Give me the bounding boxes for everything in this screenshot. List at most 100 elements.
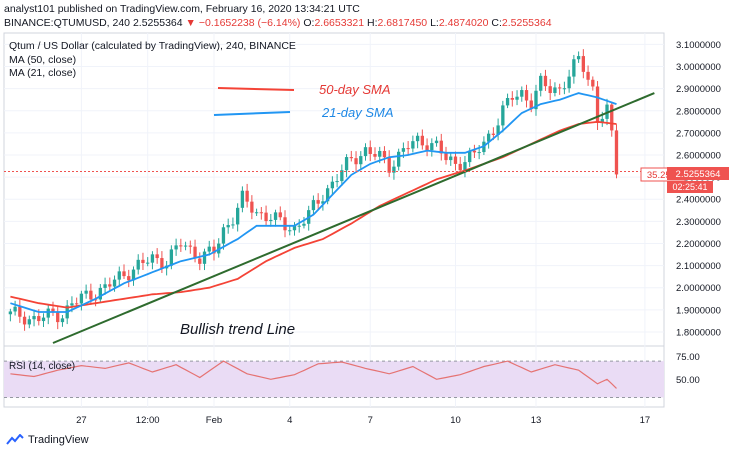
sma21-line — [10, 92, 617, 313]
time-tick-label: 13 — [531, 415, 542, 426]
price-change: −0.1652238 (−6.14%) — [198, 17, 301, 29]
time-tick-label: 7 — [368, 415, 373, 426]
price-tick-label: 2.9000000 — [676, 84, 721, 95]
publish-info: analyst101 published on TradingView.com,… — [4, 3, 360, 15]
candle-body — [245, 190, 249, 202]
candle-body — [259, 212, 263, 214]
candle-body — [70, 303, 74, 306]
price-badge-text: 2.5255364 — [676, 169, 721, 180]
candle-body — [453, 156, 458, 164]
candle-body — [146, 262, 150, 264]
candle-body — [534, 90, 538, 110]
candle-body — [548, 86, 552, 94]
candle-body — [368, 147, 372, 154]
candle-body — [93, 299, 98, 301]
trend-line-annotation: Bullish trend Line — [180, 321, 295, 338]
price-tick-label: 2.6000000 — [676, 151, 721, 162]
countdown-badge-text: 02:25:41 — [672, 182, 707, 192]
candle-body — [325, 188, 330, 202]
candle-body — [207, 246, 211, 252]
candle-body — [373, 153, 377, 157]
countdown-badge — [667, 181, 713, 193]
candle-body — [311, 200, 316, 211]
price-tick-label: 3.0000000 — [676, 62, 721, 73]
candle-body — [505, 98, 510, 106]
candle-body — [37, 316, 41, 322]
candle-body — [434, 140, 439, 144]
candle-body — [392, 166, 396, 173]
candle-body — [401, 148, 406, 152]
legend-ma50[interactable]: MA (50, close) — [9, 54, 76, 66]
candle-body — [198, 258, 202, 264]
time-tick-label: 10 — [450, 415, 461, 426]
candle-body — [501, 105, 505, 126]
candle-body — [510, 98, 514, 100]
time-tick-label: 17 — [640, 415, 651, 426]
candle-body — [382, 150, 387, 158]
candle-body — [363, 147, 368, 157]
candle-body — [515, 96, 519, 100]
candle-body — [160, 258, 164, 269]
sma21-legend-swatch — [213, 111, 291, 116]
rsi-legend[interactable]: RSI (14, close) — [9, 361, 75, 372]
candle-body — [472, 150, 477, 153]
candle-body — [302, 223, 306, 226]
high-value: 2.6817450 — [377, 17, 428, 29]
rsi-tick-label: 75.00 — [676, 352, 700, 363]
candle-body — [79, 293, 84, 304]
symbol-ohlc-line: BINANCE:QTUMUSD, 240 2.5255364 ▼ −0.1652… — [4, 17, 552, 29]
candle-body — [108, 284, 112, 287]
candle-body — [558, 87, 562, 89]
candle-body — [330, 181, 335, 189]
legend-ma21[interactable]: MA (21, close) — [9, 67, 76, 79]
candle-body — [226, 225, 230, 228]
candle-body — [283, 217, 287, 231]
open-label: O: — [303, 17, 315, 29]
candle-body — [349, 157, 353, 159]
price-badge — [667, 167, 729, 180]
candle-body — [13, 306, 17, 312]
chart-legend-title: Qtum / US Dollar (calculated by TradingV… — [9, 40, 296, 52]
sma50-legend-swatch — [217, 87, 295, 91]
candle-body — [269, 219, 273, 222]
candle-body — [179, 245, 183, 247]
time-tick-label: 4 — [287, 415, 292, 426]
low-value: 2.4874020 — [438, 17, 489, 29]
candle-body — [529, 100, 533, 110]
candle-body — [610, 104, 614, 131]
low-label: L: — [430, 17, 439, 29]
candle-body — [553, 87, 557, 94]
candle-body — [112, 279, 117, 287]
candle-body — [449, 156, 453, 161]
price-tick-label: 2.8000000 — [676, 106, 721, 117]
candle-body — [486, 133, 491, 142]
candle-body — [520, 90, 524, 97]
candle-body — [127, 276, 131, 281]
bullish-trend-line — [52, 92, 655, 344]
price-tick-label: 2.0000000 — [676, 283, 721, 294]
candle-body — [524, 90, 529, 101]
footer-branding[interactable]: TradingView — [6, 434, 89, 446]
candle-body — [84, 290, 88, 294]
candle-body — [567, 76, 571, 89]
candle-body — [439, 140, 443, 154]
price-tick-label: 3.1000000 — [676, 40, 721, 51]
candle-body — [273, 212, 278, 220]
rsi-line — [10, 360, 617, 389]
candle-body — [316, 200, 320, 204]
candle-body — [600, 118, 604, 123]
candle-body — [477, 152, 481, 154]
candle-body — [212, 246, 216, 254]
candle-body — [387, 157, 391, 173]
candle-body — [150, 254, 155, 263]
candle-body — [174, 245, 178, 250]
candle-body — [221, 227, 226, 244]
candle-body — [595, 86, 600, 123]
candle-body — [378, 150, 382, 157]
candle-body — [543, 75, 548, 87]
time-tick-label: Feb — [206, 415, 222, 426]
candle-body — [614, 130, 619, 175]
candle-body — [354, 158, 358, 165]
candle-body — [344, 157, 349, 171]
